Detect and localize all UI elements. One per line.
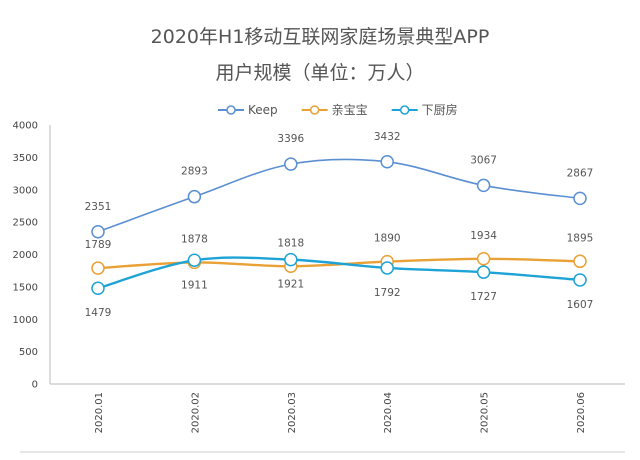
data-point — [573, 273, 587, 287]
legend-label: 亲宝宝 — [332, 103, 368, 117]
x-tick-label: 2020.05 — [480, 392, 491, 433]
data-point — [187, 189, 202, 204]
data-point — [476, 178, 491, 193]
x-tick-label: 2020.02 — [190, 392, 201, 433]
y-tick-label: 500 — [19, 347, 38, 358]
data-label: 1878 — [181, 233, 208, 245]
y-tick-label: 2000 — [13, 250, 38, 261]
x-tick-label: 2020.01 — [94, 392, 105, 433]
series-line-0 — [97, 158, 581, 233]
data-point — [476, 265, 491, 279]
x-tick-label: 2020.03 — [287, 392, 298, 433]
y-tick-label: 3500 — [13, 153, 38, 164]
series-line-2 — [97, 256, 581, 290]
data-label: 3067 — [470, 154, 497, 166]
data-label: 1607 — [567, 299, 594, 311]
data-point — [380, 155, 394, 169]
y-tick-label: 1000 — [13, 315, 38, 326]
chart-title: 2020年H1移动互联网家庭场景典型APP — [150, 26, 490, 48]
data-label: 1789 — [85, 239, 112, 251]
legend-label: Keep — [248, 103, 278, 117]
data-label: 2351 — [85, 201, 112, 213]
x-tick-label: 2020.06 — [576, 392, 587, 433]
data-point — [187, 253, 202, 268]
x-tick-label: 2020.04 — [383, 392, 394, 433]
data-point — [380, 261, 394, 275]
y-tick-label: 2500 — [13, 218, 38, 229]
data-point — [91, 225, 105, 239]
data-label: 1934 — [470, 230, 497, 242]
data-point — [284, 252, 298, 267]
data-point — [91, 261, 105, 275]
chart-subtitle: 用户规模（单位：万人） — [215, 62, 425, 84]
data-point — [284, 157, 298, 171]
legend-marker — [309, 105, 320, 115]
data-point — [91, 281, 105, 295]
y-tick-label: 4000 — [13, 121, 38, 132]
data-label: 1921 — [277, 279, 304, 291]
data-label: 1890 — [374, 233, 401, 245]
data-label: 3432 — [374, 131, 401, 143]
y-tick-label: 3000 — [13, 185, 38, 196]
data-label: 1727 — [470, 291, 497, 303]
data-label: 1911 — [181, 279, 208, 291]
data-point — [476, 252, 491, 266]
data-label: 2893 — [181, 166, 208, 178]
legend-label: 下厨房 — [422, 102, 458, 117]
data-point — [573, 191, 587, 206]
legend-marker — [399, 105, 410, 115]
data-point — [573, 254, 587, 269]
data-label: 1818 — [277, 237, 304, 249]
legend-marker — [226, 105, 236, 115]
y-tick-label: 1500 — [13, 282, 38, 293]
data-label: 1792 — [374, 287, 401, 299]
data-label: 3396 — [277, 133, 304, 145]
y-tick-label: 0 — [32, 380, 38, 391]
data-label: 1895 — [567, 232, 594, 244]
data-label: 2867 — [567, 167, 594, 179]
data-label: 1479 — [85, 307, 112, 319]
